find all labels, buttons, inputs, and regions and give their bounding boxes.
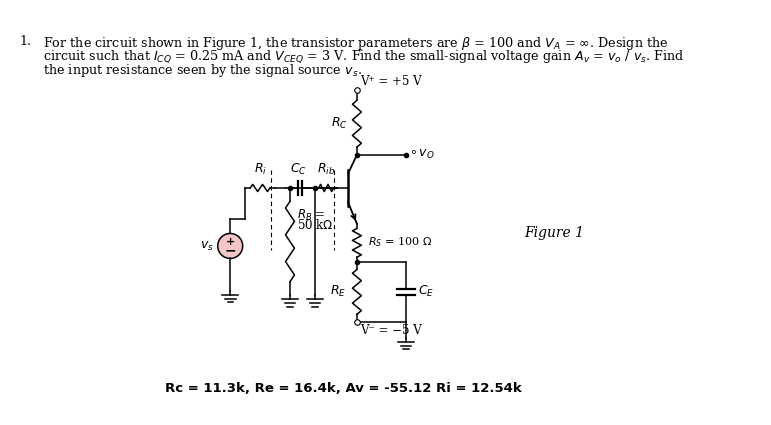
Text: For the circuit shown in Figure 1, the transistor parameters are $\beta$ = 100 a: For the circuit shown in Figure 1, the t… xyxy=(43,35,668,52)
Text: −: − xyxy=(224,244,236,258)
Text: +: + xyxy=(226,238,235,247)
Text: the input resistance seen by the signal source $v_s$.: the input resistance seen by the signal … xyxy=(43,62,362,79)
Text: circuit such that $I_{CQ}$ = 0.25 mA and $V_{CEQ}$ = 3 V. Find the small-signal : circuit such that $I_{CQ}$ = 0.25 mA and… xyxy=(43,49,685,65)
Text: V⁺ = +5 V: V⁺ = +5 V xyxy=(361,75,422,88)
Text: $C_C$: $C_C$ xyxy=(290,162,307,177)
Text: $R_B$ =: $R_B$ = xyxy=(297,207,325,223)
Text: V⁻ = −5 V: V⁻ = −5 V xyxy=(361,323,423,337)
Text: Rc = 11.3k, Re = 16.4k, Av = -55.12 Ri = 12.54k: Rc = 11.3k, Re = 16.4k, Av = -55.12 Ri =… xyxy=(165,382,522,395)
Text: Figure 1: Figure 1 xyxy=(524,226,584,240)
Circle shape xyxy=(217,233,243,258)
Text: $C_E$: $C_E$ xyxy=(419,284,435,299)
Text: $R_i$: $R_i$ xyxy=(254,162,267,177)
Text: 1.: 1. xyxy=(19,35,32,48)
Text: $R_{ib}$: $R_{ib}$ xyxy=(317,162,335,177)
Text: $R_S$ = 100 $\Omega$: $R_S$ = 100 $\Omega$ xyxy=(368,235,432,249)
Text: $v_s$: $v_s$ xyxy=(200,239,214,252)
Text: $R_C$: $R_C$ xyxy=(332,116,348,131)
Text: 50 k$\Omega$: 50 k$\Omega$ xyxy=(297,218,334,232)
Text: $R_E$: $R_E$ xyxy=(330,284,346,299)
Text: $\circ\, v_O$: $\circ\, v_O$ xyxy=(409,148,434,162)
